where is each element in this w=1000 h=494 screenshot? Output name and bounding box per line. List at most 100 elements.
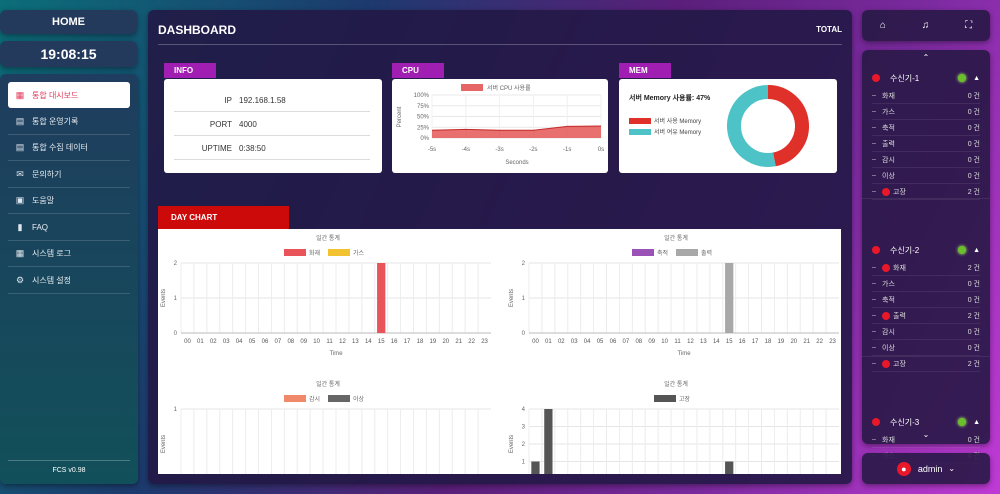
collapse-icon[interactable]: ▲: [973, 418, 980, 426]
x-tick-label: 15: [378, 339, 385, 345]
y-tick-label: 0: [174, 331, 178, 337]
collapse-icon[interactable]: ▲: [973, 74, 980, 82]
info-value: 192.168.1.58: [239, 96, 286, 105]
legend-swatch: [654, 395, 676, 402]
top-toolbar: ⌂ ♫ ⛶: [862, 10, 990, 41]
legend-label: 출력: [701, 249, 712, 257]
sidebar-nav: ▦ 통합 대시보드 ▤ 통합 운영기록 ▤ 통합 수집 데이터 ✉ 문의하기 ▣ 도움말 ▮ FAQ ▦…: [0, 74, 138, 484]
chevron-down-icon: ⌄: [948, 464, 956, 473]
sidebar-item-label: 문의하기: [32, 169, 62, 179]
x-tick-label: 15: [726, 339, 733, 345]
receiver-header[interactable]: 수신기-2 ▲: [872, 240, 980, 260]
dash-icon: –: [872, 280, 876, 287]
receiver-2: 수신기-2 ▲ – 화재 2 건 – 가스 0 건 – 축적 0 건 – 출력 2 건 – 감시 0 건 – 이상 0…: [872, 240, 980, 372]
user-menu[interactable]: ● admin ⌄: [862, 453, 990, 484]
receiver-header[interactable]: 수신기-3 ▲: [872, 412, 980, 432]
info-key: PORT: [209, 120, 232, 129]
mem-tag: MEM: [619, 63, 671, 78]
receiver-row-count: 0 건: [967, 172, 980, 180]
receiver-row-label: 화재: [882, 436, 895, 444]
x-axis-label: Time: [677, 351, 691, 357]
x-tick-label: 05: [597, 339, 604, 345]
bar-고장-01: [544, 409, 553, 474]
scroll-up-icon[interactable]: ⌃: [922, 53, 930, 62]
receiver-row: –가스 0 건: [872, 104, 980, 120]
daychart-tag: DAY CHART: [158, 206, 289, 229]
receiver-row-label: 화재: [893, 264, 906, 272]
sidebar-item-4[interactable]: ▣ 도움말: [8, 188, 130, 214]
status-green-icon: [958, 418, 967, 426]
legend-label: 가스: [353, 249, 365, 257]
x-tick-label: 20: [790, 339, 797, 345]
x-tick-label: 21: [455, 339, 462, 345]
receiver-name: 수신기-3: [890, 417, 920, 427]
fullscreen-icon[interactable]: ⛶: [965, 20, 973, 31]
legend-swatch: [676, 249, 698, 256]
legend-label: 화재: [309, 249, 320, 257]
y-tick-label: 1: [522, 460, 526, 466]
x-tick-label: 02: [558, 339, 565, 345]
x-tick-label: 10: [661, 339, 668, 345]
x-tick-label: 13: [352, 339, 359, 345]
total-button[interactable]: TOTAL: [816, 25, 842, 34]
chart-title: 일간 통계: [664, 234, 688, 242]
dash-icon: –: [872, 188, 876, 195]
receiver-row-count: 2 건: [967, 264, 980, 272]
receiver-row: – 고장 2 건: [872, 356, 980, 372]
x-tick-label: 02: [210, 339, 217, 345]
sidebar-item-5[interactable]: ▮ FAQ: [8, 215, 130, 241]
receiver-row-count: 2 건: [967, 312, 980, 320]
sidebar-item-3[interactable]: ✉ 문의하기: [8, 162, 130, 188]
scroll-down-icon[interactable]: ⌄: [922, 430, 930, 439]
x-tick-label: 19: [778, 339, 785, 345]
receiver-row-label: 고장: [893, 188, 906, 196]
sidebar-item-6[interactable]: ▦ 시스템 로그: [8, 241, 130, 267]
section-divider: [862, 198, 990, 199]
legend-swatch: [328, 249, 350, 256]
receiver-row-label: 출력: [882, 140, 895, 148]
home-button[interactable]: HOME: [0, 10, 137, 34]
sidebar-item-1[interactable]: ▤ 통합 운영기록: [8, 109, 130, 135]
home-icon[interactable]: ⌂: [879, 20, 886, 31]
x-tick-label: 16: [739, 339, 746, 345]
info-tag: INFO: [164, 63, 216, 78]
x-tick-label: 22: [816, 339, 823, 345]
x-tick-label: 07: [275, 339, 282, 345]
receiver-row: – 고장 2 건: [872, 184, 980, 200]
receiver-name: 수신기-2: [890, 245, 920, 255]
x-tick-label: 01: [197, 339, 204, 345]
x-tick-label: -3s: [495, 147, 503, 153]
sidebar-item-2[interactable]: ▤ 통합 수집 데이터: [8, 135, 130, 161]
chart-title: 일간 통계: [316, 380, 340, 388]
receiver-row-count: 0 건: [967, 124, 980, 132]
alert-dot-icon: [882, 263, 890, 272]
x-tick-label: 04: [584, 339, 591, 345]
sidebar-item-7[interactable]: ⚙ 시스템 설정: [8, 268, 130, 294]
legend-swatch: [629, 118, 651, 125]
x-tick-label: 19: [430, 339, 437, 345]
y-tick-label: 0: [522, 331, 526, 337]
version-label: FCS v0.98: [8, 460, 130, 474]
y-tick-label: 75%: [417, 104, 430, 110]
alarm-bell-icon[interactable]: ♫: [921, 20, 930, 31]
collapse-icon[interactable]: ▲: [973, 246, 980, 254]
x-tick-label: 11: [674, 339, 681, 345]
y-tick-label: 100%: [414, 93, 430, 99]
receiver-row-count: 0 건: [967, 296, 980, 304]
bar-고장-00: [531, 461, 540, 474]
x-tick-label: 10: [313, 339, 320, 345]
legend-label: 감시: [309, 396, 320, 403]
sidebar-item-0[interactable]: ▦ 통합 대시보드: [8, 82, 130, 108]
dashboard-panel: DASHBOARD TOTAL INFO IP 192.168.1.58 PORT…: [148, 10, 852, 484]
x-tick-label: 0s: [598, 147, 604, 153]
mem-legend-used: 서버 사용 Memory: [629, 116, 701, 125]
receiver-header[interactable]: 수신기-1 ▲: [872, 68, 980, 88]
sidebar-item-label: 시스템 설정: [32, 275, 72, 285]
dash-icon: –: [872, 360, 876, 367]
receiver-row-count: 0 건: [967, 436, 980, 444]
sidebar-item-label: FAQ: [32, 222, 49, 232]
x-tick-label: 12: [339, 339, 346, 345]
